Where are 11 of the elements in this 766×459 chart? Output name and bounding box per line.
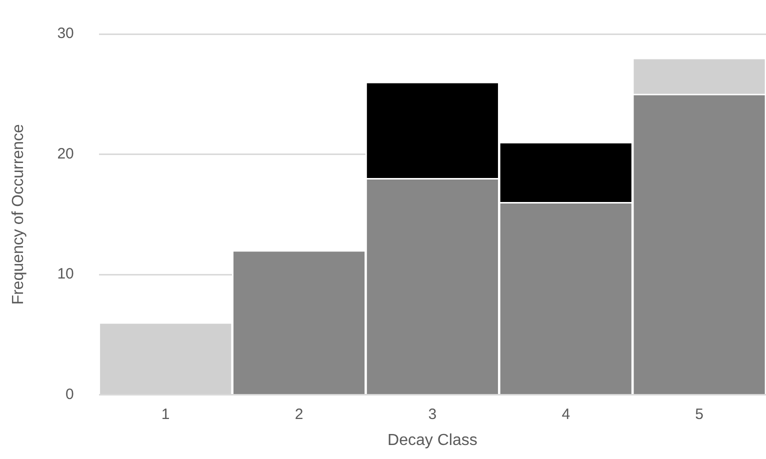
y-axis-title: Frequency of Occurrence bbox=[10, 124, 28, 305]
x-tick-label: 3 bbox=[428, 406, 437, 423]
x-tick-label: 2 bbox=[294, 406, 304, 423]
x-tick-label: 4 bbox=[562, 406, 570, 423]
y-tick-label: 10 bbox=[57, 266, 74, 283]
y-tick-label: 30 bbox=[57, 25, 74, 42]
x-axis-title: Decay Class bbox=[388, 432, 478, 449]
x-tick-label: 1 bbox=[161, 406, 170, 423]
x-tick-label: 5 bbox=[695, 406, 704, 423]
y-tick-label: 0 bbox=[66, 386, 74, 403]
y-tick-label: 20 bbox=[57, 145, 74, 162]
